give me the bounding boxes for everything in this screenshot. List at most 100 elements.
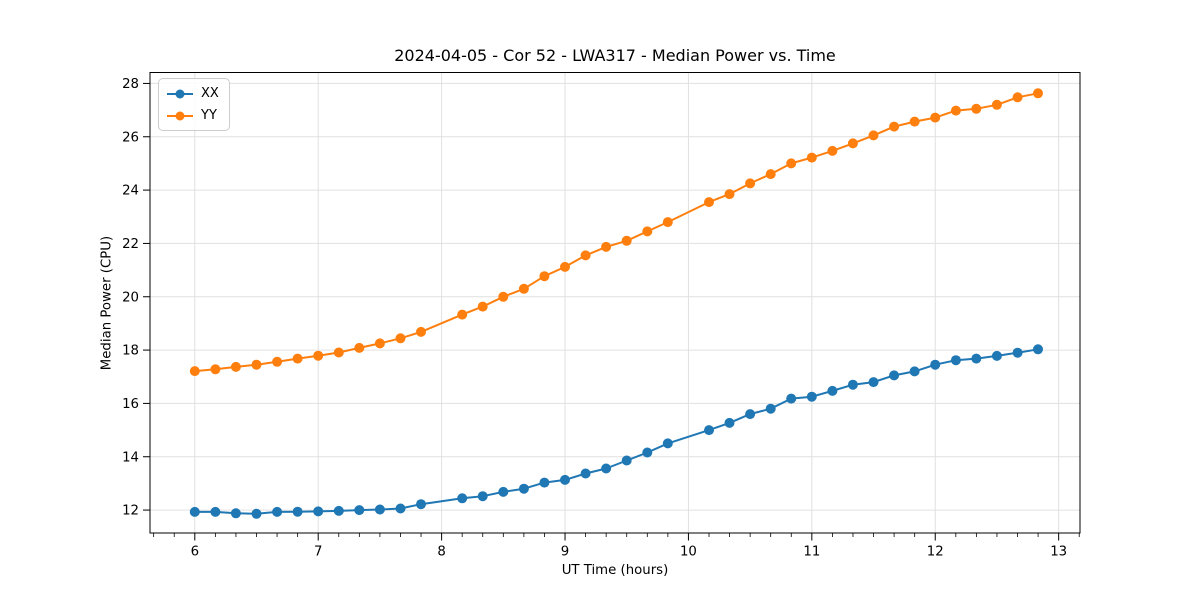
data-point-yy: [621, 235, 632, 246]
data-point-yy: [601, 241, 612, 252]
tick-labels: 6 7 8 9 10 11 12 13 12 14 16 18 20 22 24 26 28: [122, 77, 1067, 559]
data-point-yy: [416, 326, 426, 337]
data-point-yy: [272, 356, 283, 367]
data-point-yy: [765, 169, 776, 180]
series-yy: [189, 88, 1043, 377]
data-point-yy: [189, 366, 200, 377]
data-point-yy: [374, 338, 385, 349]
x-axis-label: UT Time (hours): [561, 563, 669, 578]
data-point-yy: [642, 226, 653, 237]
chart-title: 2024-04-05 - Cor 52 - LWA317 - Median Po…: [394, 46, 836, 65]
data-point-xx: [333, 505, 344, 516]
y-tick-label: 14: [122, 450, 139, 465]
x-tick-label: 11: [803, 545, 820, 560]
data-point-yy: [395, 333, 406, 344]
data-point-xx: [971, 353, 982, 364]
data-point-xx: [704, 425, 714, 436]
x-tick-label: 13: [1050, 545, 1067, 560]
data-point-xx: [374, 504, 385, 515]
data-point-xx: [230, 508, 241, 519]
y-axis-label: Median Power (CPU): [99, 235, 115, 371]
data-point-xx: [292, 506, 303, 517]
data-point-yy: [560, 261, 570, 272]
data-point-xx: [1012, 347, 1023, 358]
data-point-xx: [621, 455, 632, 466]
data-point-xx: [539, 477, 550, 488]
data-point-yy: [909, 116, 920, 127]
axes-frame: [149, 72, 1081, 534]
data-point-yy: [724, 189, 735, 200]
data-point-yy: [991, 99, 1002, 110]
data-point-yy: [827, 145, 838, 156]
data-point-yy: [580, 250, 591, 261]
x-tick-label: 7: [314, 545, 322, 560]
data-point-xx: [889, 370, 900, 381]
y-tick-label: 12: [122, 504, 139, 519]
data-point-yy: [313, 350, 324, 361]
data-point-yy: [333, 347, 344, 358]
legend-item-yy: YY: [166, 106, 219, 125]
data-point-xx: [991, 350, 1002, 361]
series-yy-line: [194, 92, 1039, 373]
data-point-yy: [662, 217, 673, 228]
data-point-xx: [580, 468, 591, 479]
data-point-xx: [210, 506, 221, 517]
axis-ticks: [143, 82, 1080, 541]
data-point-yy: [498, 291, 509, 302]
data-point-xx: [518, 483, 529, 494]
data-point-yy: [950, 105, 961, 116]
data-point-xx: [272, 506, 283, 517]
x-tick-label: 6: [191, 545, 199, 560]
series-xx-line: [194, 348, 1039, 515]
data-point-yy: [971, 103, 982, 114]
data-point-xx: [745, 409, 756, 420]
data-point-yy: [889, 121, 900, 132]
data-point-xx: [950, 355, 961, 366]
data-point-yy: [786, 158, 797, 169]
x-tick-label: 9: [561, 545, 569, 560]
data-point-yy: [930, 112, 941, 123]
data-point-yy: [745, 178, 756, 189]
data-point-xx: [662, 438, 673, 449]
x-tick-label: 12: [927, 545, 944, 560]
data-point-xx: [909, 366, 920, 377]
data-point-yy: [230, 361, 241, 372]
y-tick-label: 26: [122, 130, 139, 145]
data-point-xx: [395, 503, 406, 514]
data-point-yy: [1033, 88, 1043, 99]
data-point-xx: [251, 508, 262, 519]
data-point-yy: [354, 342, 365, 353]
x-tick-label: 10: [680, 545, 697, 560]
data-point-xx: [601, 463, 612, 474]
data-point-xx: [868, 377, 879, 388]
data-point-xx: [930, 359, 941, 370]
legend: XX YY: [158, 78, 230, 131]
data-point-yy: [251, 359, 262, 370]
data-point-yy: [457, 309, 468, 320]
data-point-xx: [786, 393, 797, 404]
data-point-yy: [847, 138, 858, 149]
data-point-xx: [457, 493, 468, 504]
x-tick-label: 8: [437, 545, 445, 560]
data-point-xx: [477, 491, 488, 502]
legend-item-xx: XX: [166, 84, 219, 103]
y-tick-label: 16: [122, 397, 139, 412]
legend-label-xx: XX: [201, 86, 219, 101]
y-tick-label: 22: [122, 237, 139, 252]
series-xx: [189, 344, 1043, 519]
data-point-xx: [847, 379, 858, 390]
data-point-xx: [416, 499, 426, 510]
data-point-xx: [765, 403, 776, 414]
legend-label-yy: YY: [201, 108, 217, 123]
data-point-yy: [292, 353, 303, 364]
data-point-xx: [313, 506, 324, 517]
xx-line-marker-icon: [167, 89, 193, 98]
data-point-yy: [1012, 92, 1023, 103]
data-point-yy: [868, 130, 879, 141]
data-point-yy: [806, 152, 817, 163]
data-point-yy: [210, 364, 221, 375]
data-point-xx: [642, 447, 653, 458]
data-point-xx: [189, 506, 200, 517]
